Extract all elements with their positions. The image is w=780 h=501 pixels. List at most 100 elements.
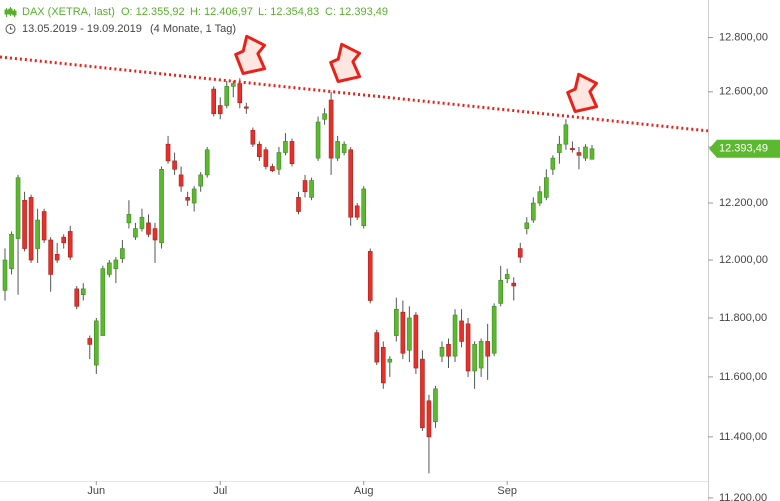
candle-body bbox=[126, 214, 132, 224]
y-tick-label: 12.000,00 bbox=[719, 254, 768, 266]
candle-body bbox=[165, 143, 171, 162]
trendline bbox=[0, 55, 709, 133]
y-tick-label: 11.600,00 bbox=[719, 371, 767, 383]
candle-body bbox=[583, 146, 588, 159]
candle-body bbox=[589, 148, 595, 160]
candle-body bbox=[48, 239, 53, 275]
period: (4 Monate, 1 Tag) bbox=[150, 23, 236, 35]
candle-body bbox=[107, 262, 112, 275]
candle-body bbox=[54, 253, 60, 261]
candle-body bbox=[257, 143, 262, 158]
candle-body bbox=[198, 174, 203, 187]
candle-body bbox=[22, 199, 27, 249]
candle-body bbox=[283, 141, 288, 153]
candle-body bbox=[387, 358, 393, 363]
x-tick-label: Jul bbox=[213, 485, 227, 497]
candle-body bbox=[87, 338, 93, 345]
x-tick-label: Aug bbox=[354, 485, 374, 497]
header-icon bbox=[4, 7, 17, 17]
candle-body bbox=[354, 205, 360, 218]
candle-body bbox=[270, 166, 275, 171]
candle-body bbox=[576, 152, 582, 156]
candle-body bbox=[178, 174, 184, 187]
candle-body bbox=[237, 83, 243, 104]
candle-body bbox=[15, 177, 21, 239]
candle-body bbox=[9, 233, 14, 269]
candle-body bbox=[74, 288, 80, 307]
candle-body bbox=[276, 152, 282, 170]
candle-body bbox=[478, 341, 484, 369]
candle-body bbox=[185, 197, 190, 201]
plot: 11.200,00 11.400,00 11.600,00 11.800,00 12.0… bbox=[0, 31, 780, 501]
y-tick-label: 11.400,00 bbox=[719, 431, 767, 443]
candle-body bbox=[491, 306, 497, 354]
candle-body bbox=[100, 268, 106, 336]
candle-body bbox=[211, 88, 217, 115]
y-tick-label: 11.200,00 bbox=[719, 492, 767, 501]
candle-body bbox=[524, 222, 530, 229]
y-tick-label: 12.800,00 bbox=[719, 31, 768, 43]
candle-body bbox=[35, 219, 40, 249]
candle-body bbox=[341, 143, 347, 153]
ohlc-label: O: 12.355,92 bbox=[121, 6, 185, 18]
candle-body bbox=[400, 311, 406, 354]
candle-body bbox=[433, 388, 438, 423]
candle-body bbox=[2, 259, 8, 291]
chart-title: DAX (XETRA, last) bbox=[22, 6, 115, 18]
candle-body bbox=[263, 149, 269, 167]
candle-body bbox=[544, 177, 549, 198]
candle-body bbox=[348, 149, 353, 218]
clock-icon bbox=[5, 24, 16, 34]
y-tick-label: 12.200,00 bbox=[719, 197, 768, 209]
candle-body bbox=[224, 86, 230, 106]
candle-body bbox=[380, 347, 386, 384]
candle-body bbox=[146, 222, 151, 235]
date-range: 13.05.2019 - 19.09.2019 bbox=[22, 23, 142, 35]
candle-body bbox=[452, 314, 458, 357]
candle-body bbox=[328, 99, 334, 159]
candle-body bbox=[250, 130, 256, 145]
candle-body bbox=[472, 344, 477, 372]
candle-body bbox=[504, 274, 510, 280]
candle-body bbox=[420, 358, 425, 429]
candle-body bbox=[517, 248, 523, 258]
candle-body bbox=[374, 332, 380, 363]
candle-body bbox=[511, 282, 517, 287]
candle-body bbox=[302, 180, 308, 193]
candle-body bbox=[80, 288, 86, 295]
candle-body bbox=[28, 197, 34, 261]
ohlc-label: L: 12.354,83 bbox=[258, 6, 319, 18]
candle-body bbox=[413, 314, 419, 369]
candle-body bbox=[217, 105, 223, 115]
last-price-label: 12.393,49 bbox=[719, 143, 768, 155]
candle-body bbox=[244, 106, 249, 109]
candle-body bbox=[41, 211, 47, 241]
y-tick-label: 11.800,00 bbox=[719, 312, 767, 324]
candle-body bbox=[446, 344, 451, 357]
candle-body bbox=[120, 248, 125, 259]
candle-body bbox=[296, 197, 301, 212]
candle-body bbox=[204, 149, 210, 176]
candle-body bbox=[485, 341, 490, 357]
candle-body bbox=[426, 400, 432, 438]
candle-body bbox=[557, 143, 562, 153]
candle-body bbox=[459, 320, 464, 342]
ohlc-label: C: 12.393,49 bbox=[325, 6, 388, 18]
candle-body bbox=[172, 160, 177, 170]
arrows bbox=[234, 34, 599, 113]
candle-body bbox=[537, 191, 543, 204]
candle-body bbox=[139, 216, 145, 229]
candle-body bbox=[191, 188, 197, 204]
candle-body bbox=[550, 157, 556, 170]
last-price-tag bbox=[709, 139, 780, 158]
candle-body bbox=[498, 279, 503, 304]
candle-body bbox=[94, 320, 99, 366]
x-tick-label: Sep bbox=[497, 485, 517, 497]
candle-body bbox=[322, 113, 327, 120]
candle-body bbox=[563, 124, 569, 145]
candle-body bbox=[159, 168, 164, 244]
candle-body bbox=[394, 308, 399, 336]
candle-body bbox=[407, 317, 412, 351]
